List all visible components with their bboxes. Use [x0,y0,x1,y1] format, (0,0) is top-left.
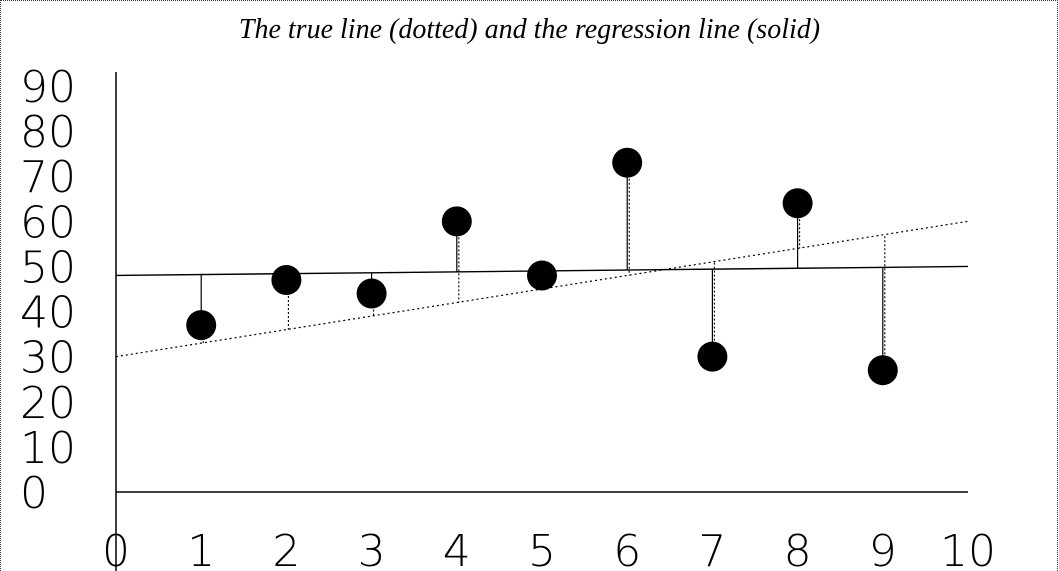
data-point-2 [271,264,302,295]
data-point-9 [867,355,898,386]
x-tick-label-4: 4 [443,526,471,571]
x-tick-label-6: 6 [613,526,641,571]
data-point-8 [782,188,813,219]
x-tick-label-5: 5 [528,526,556,571]
y-tick-label-10: 10 [20,423,76,474]
y-tick-label-90: 90 [20,62,76,113]
x-tick-label-7: 7 [698,526,726,571]
x-tick-label-2: 2 [272,526,300,571]
y-tick-label-0: 0 [20,468,48,519]
x-tick-label-3: 3 [358,526,386,571]
y-tick-label-50: 50 [20,242,76,293]
x-tick-label-9: 9 [869,526,897,571]
data-point-4 [441,206,472,237]
y-tick-label-30: 30 [20,333,76,384]
data-point-1 [186,310,217,341]
chart-title: The true line (dotted) and the regressio… [238,14,821,45]
data-point-5 [527,260,557,291]
y-tick-label-70: 70 [20,152,76,203]
y-tick-label-20: 20 [20,378,76,429]
data-point-6 [612,147,643,178]
y-tick-label-40: 40 [20,288,76,339]
x-tick-label-1: 1 [187,526,215,571]
x-tick-label-0: 0 [102,526,130,571]
y-tick-label-80: 80 [20,107,76,158]
data-point-3 [356,278,387,309]
y-tick-label-60: 60 [20,197,76,248]
x-tick-label-10: 10 [940,526,996,571]
data-point-7 [697,341,728,372]
x-tick-label-8: 8 [784,526,812,571]
